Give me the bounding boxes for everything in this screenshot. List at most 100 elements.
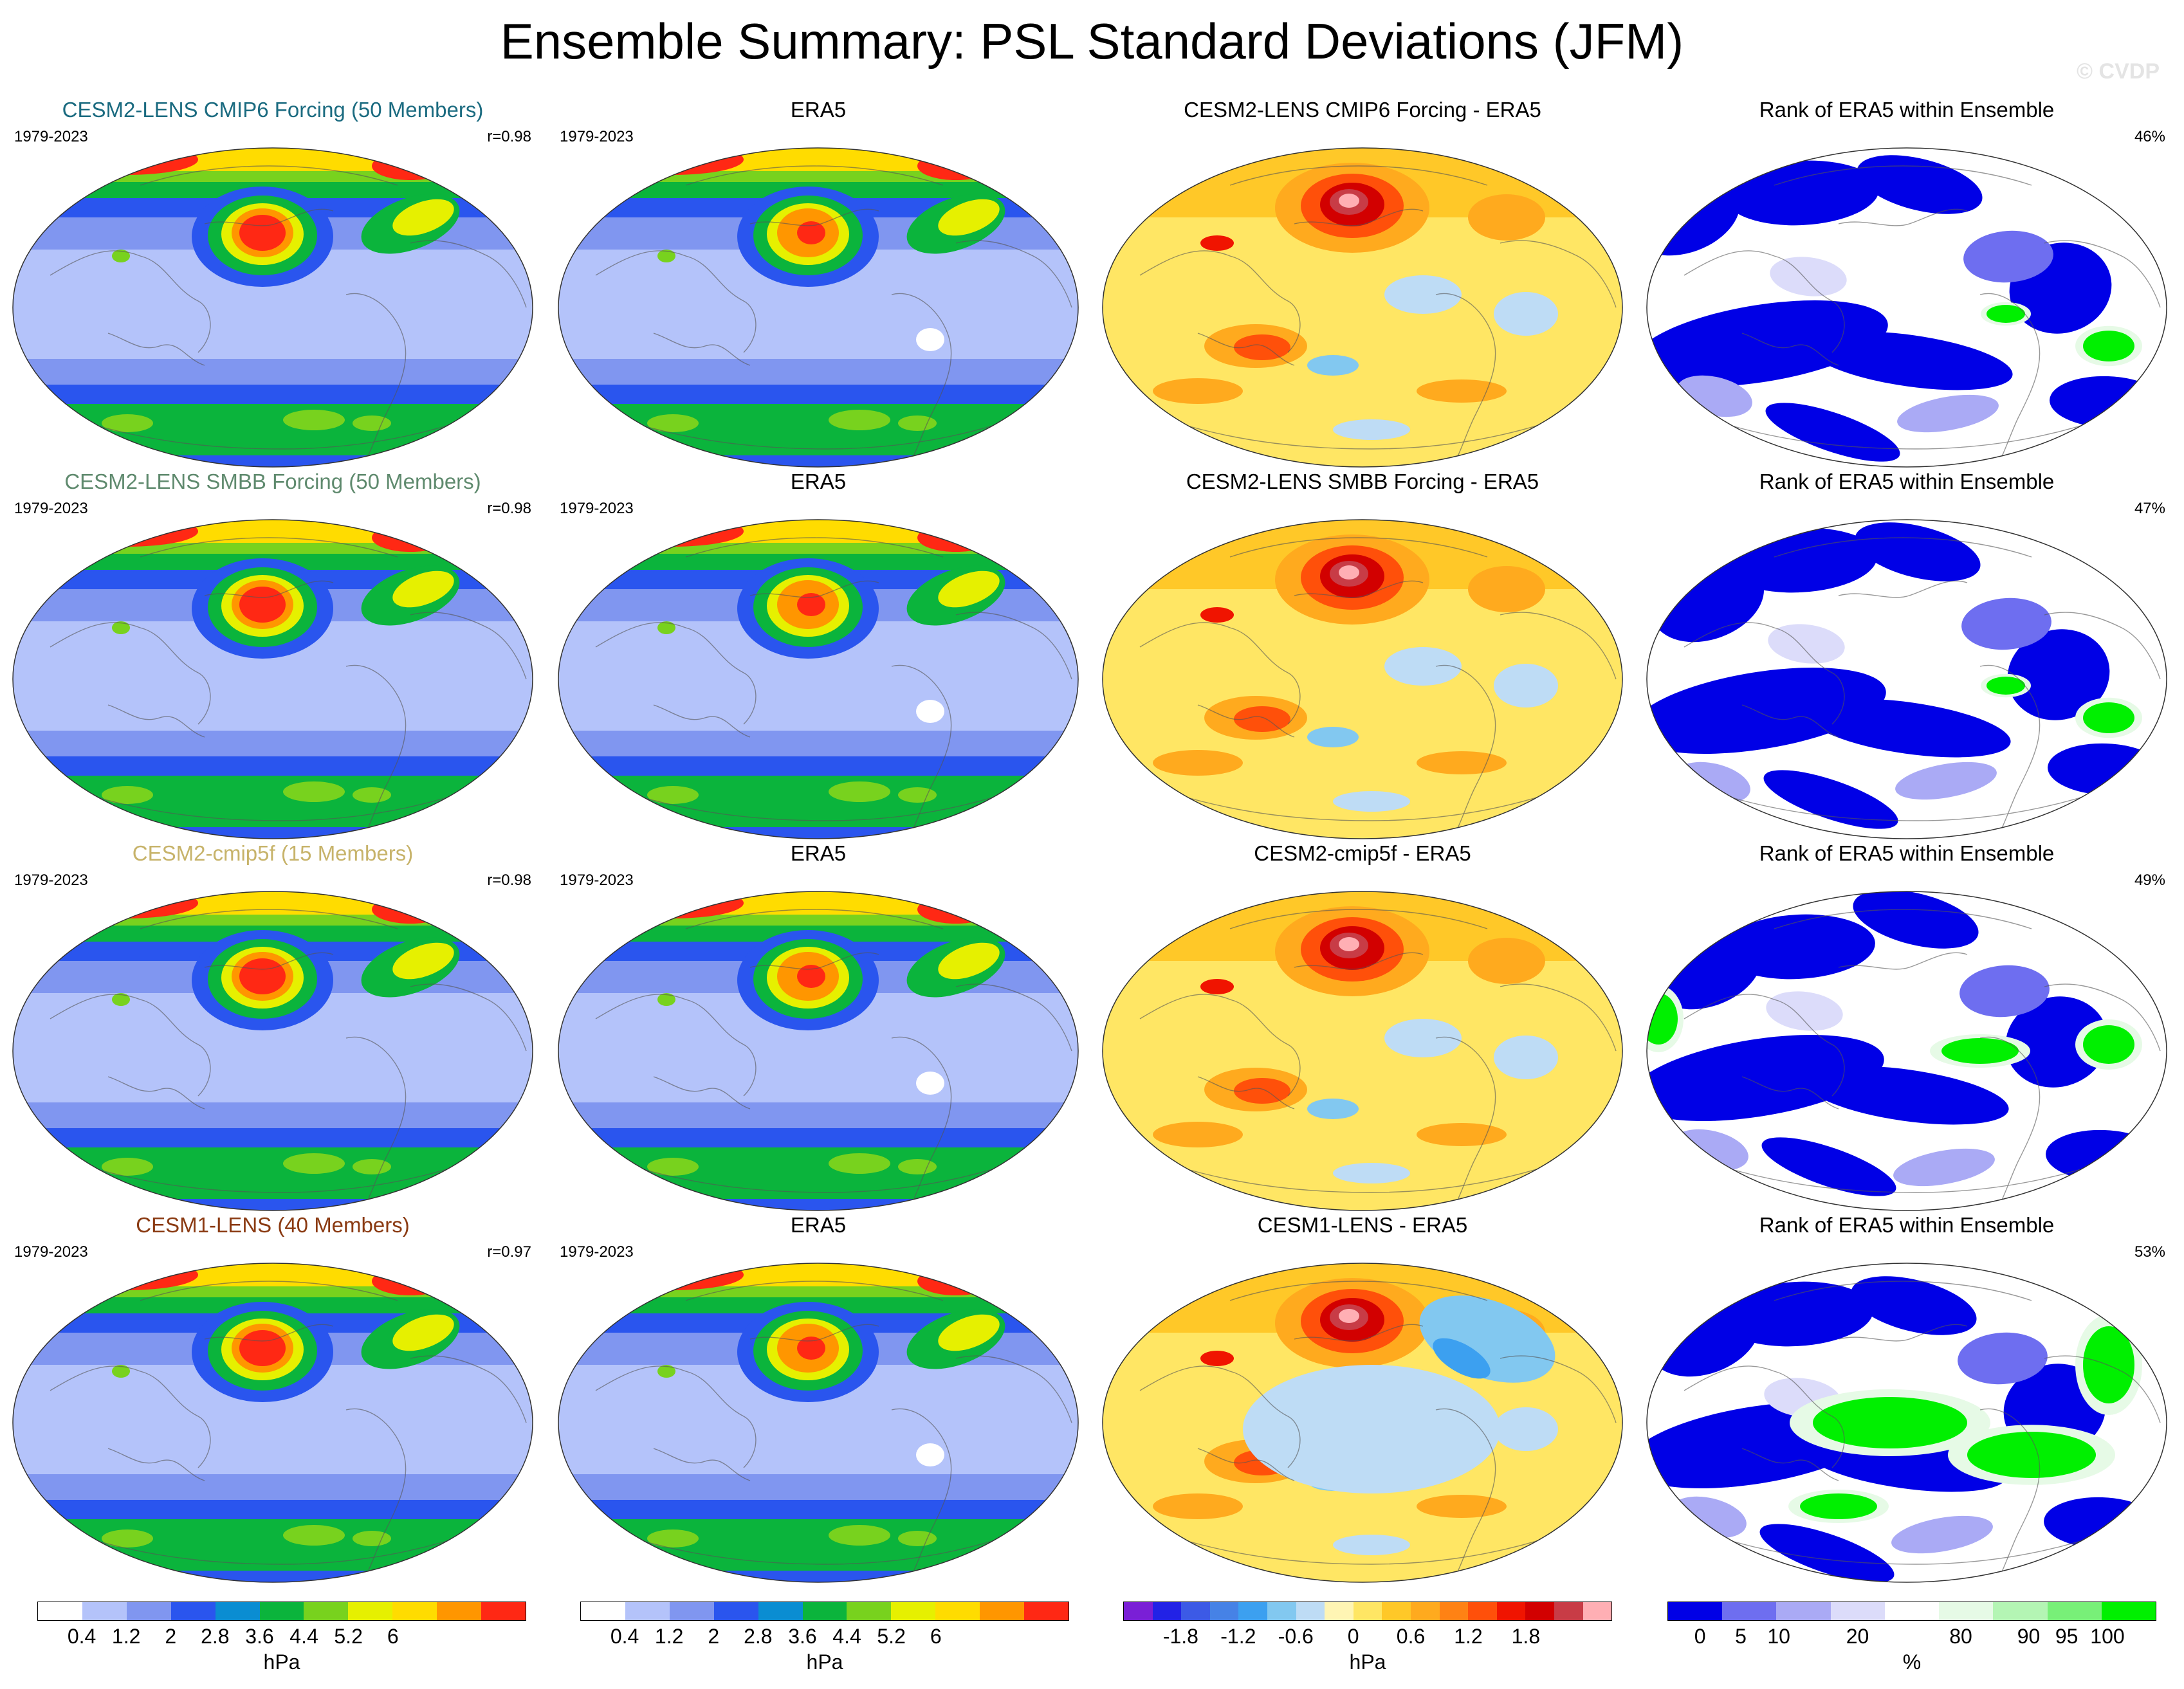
- coastline: [634, 416, 1021, 450]
- contour-region: [898, 787, 937, 803]
- contour-region: [898, 415, 937, 431]
- colorbar-swatch: [304, 1602, 349, 1620]
- correlation-label: r=0.98: [487, 500, 531, 517]
- contour-region: [1307, 1099, 1359, 1119]
- contour-region: [1153, 1493, 1243, 1519]
- coastline: [140, 1281, 398, 1301]
- contour-region: [2083, 1326, 2134, 1403]
- coastline: [1500, 1355, 1617, 1423]
- contour-region: [1417, 379, 1507, 403]
- contour-region: [112, 621, 130, 634]
- map-border: [1102, 891, 1623, 1211]
- contour-region: [372, 895, 449, 924]
- colorbar-swatch: [1267, 1602, 1296, 1620]
- map-field: [558, 520, 1078, 839]
- panel-rank: Rank of ERA5 within Ensemble 53%: [1634, 1212, 2179, 1584]
- colorbar: 0 5 10 20 80 90 95 100%: [1667, 1602, 2156, 1685]
- colorbar: 0.4 1.2 2 2.8 3.6 4.4 5.2 6 hPa: [580, 1602, 1069, 1685]
- coastline: [955, 983, 1072, 1052]
- contour-region: [1721, 914, 1875, 980]
- colorbar-swatch: [1993, 1602, 2048, 1620]
- coastline: [1684, 1365, 1845, 1468]
- map-border: [558, 891, 1079, 1211]
- contour-region: [829, 781, 890, 802]
- map-plot: [1646, 519, 2167, 839]
- coastline: [107, 1076, 205, 1109]
- colorbar-swatch: [437, 1602, 482, 1620]
- map-field: [13, 148, 533, 467]
- coastline: [50, 1365, 211, 1468]
- contour-region: [1384, 1019, 1462, 1057]
- coastline: [107, 704, 205, 738]
- contour-region: [1806, 698, 2011, 758]
- panel-title: Rank of ERA5 within Ensemble: [1759, 841, 2055, 865]
- colorbar-tick-label: 0: [1347, 1625, 1359, 1648]
- contour-region: [621, 520, 1007, 543]
- panel-model: CESM1-LENS (40 Members) 1979-2023 r=0.97: [0, 1212, 546, 1584]
- contour-region: [1759, 1524, 1895, 1582]
- contour-region: [1855, 522, 1981, 581]
- contour-region: [1339, 565, 1359, 580]
- contour-region: [283, 410, 345, 430]
- colorbar-tick-label: 4.4: [832, 1625, 861, 1648]
- contour-region: [1339, 194, 1359, 208]
- contour-region: [112, 993, 130, 1006]
- contour-region: [1851, 1276, 1977, 1335]
- colorbar-swatch: [713, 1602, 758, 1620]
- colorbar-tick-label: 20: [1846, 1625, 1869, 1648]
- coastline: [595, 622, 757, 725]
- coastline: [1139, 250, 1301, 353]
- coastline: [749, 208, 879, 226]
- coastline: [2044, 1355, 2161, 1423]
- coastline: [1838, 580, 1968, 598]
- contour-region: [76, 148, 462, 171]
- contour-region: [1761, 1137, 1896, 1196]
- contour-region: [1895, 762, 1997, 800]
- panel-title: CESM2-LENS CMIP6 Forcing - ERA5: [1184, 98, 1541, 122]
- contour-region: [1768, 624, 1845, 664]
- contour-region: [657, 1365, 675, 1378]
- contour-region: [2083, 331, 2134, 361]
- coastline: [1838, 1324, 1968, 1342]
- panel-title: Rank of ERA5 within Ensemble: [1759, 1213, 2055, 1237]
- colorbar-tick-label: 10: [1767, 1625, 1790, 1648]
- contour-region: [829, 410, 890, 430]
- colorbar-swatch: [1668, 1602, 1723, 1620]
- colorbar: 0.4 1.2 2 2.8 3.6 4.4 5.2 6 hPa: [37, 1602, 526, 1685]
- coastline: [685, 1281, 944, 1301]
- contour-region: [1959, 965, 2050, 1018]
- period-label: 1979-2023: [14, 128, 88, 145]
- panel-title: CESM1-LENS - ERA5: [1257, 1213, 1468, 1237]
- contour-region: [797, 593, 825, 616]
- coastline: [88, 416, 475, 450]
- contour-region: [1200, 607, 1234, 623]
- coastline: [1722, 788, 2109, 821]
- colorbar-swatch: [980, 1602, 1025, 1620]
- colorbar-swatch: [1830, 1602, 1885, 1620]
- coastline: [749, 580, 879, 598]
- map-field: [13, 520, 533, 839]
- coastline: [1838, 952, 1968, 970]
- contour-region: [1647, 667, 1886, 754]
- map-border: [1646, 519, 2167, 839]
- contour-region: [1941, 1038, 2019, 1064]
- coastline: [685, 537, 944, 558]
- coastline: [1979, 1408, 2041, 1578]
- map-plot: [558, 891, 1079, 1211]
- coastline: [955, 240, 1072, 308]
- coastline: [410, 612, 527, 680]
- colorbar-swatch: [758, 1602, 803, 1620]
- panel-model: CESM2-cmip5f (15 Members) 1979-2023 r=0.98: [0, 840, 546, 1212]
- contour-region: [558, 1474, 1078, 1500]
- colorbar-swatch: [1525, 1602, 1554, 1620]
- correlation-label: r=0.98: [487, 872, 531, 889]
- map-plot: [12, 147, 533, 468]
- contour-region: [1647, 1034, 1884, 1122]
- panel-title: Rank of ERA5 within Ensemble: [1759, 470, 2055, 493]
- contour-region: [2083, 1025, 2134, 1064]
- coastline: [204, 208, 334, 226]
- contour-region: [1808, 331, 2013, 390]
- colorbar-tick-label: 0.4: [67, 1625, 96, 1648]
- colorbar-tick-label: 5.2: [877, 1625, 906, 1648]
- contour-region: [1243, 1365, 1500, 1493]
